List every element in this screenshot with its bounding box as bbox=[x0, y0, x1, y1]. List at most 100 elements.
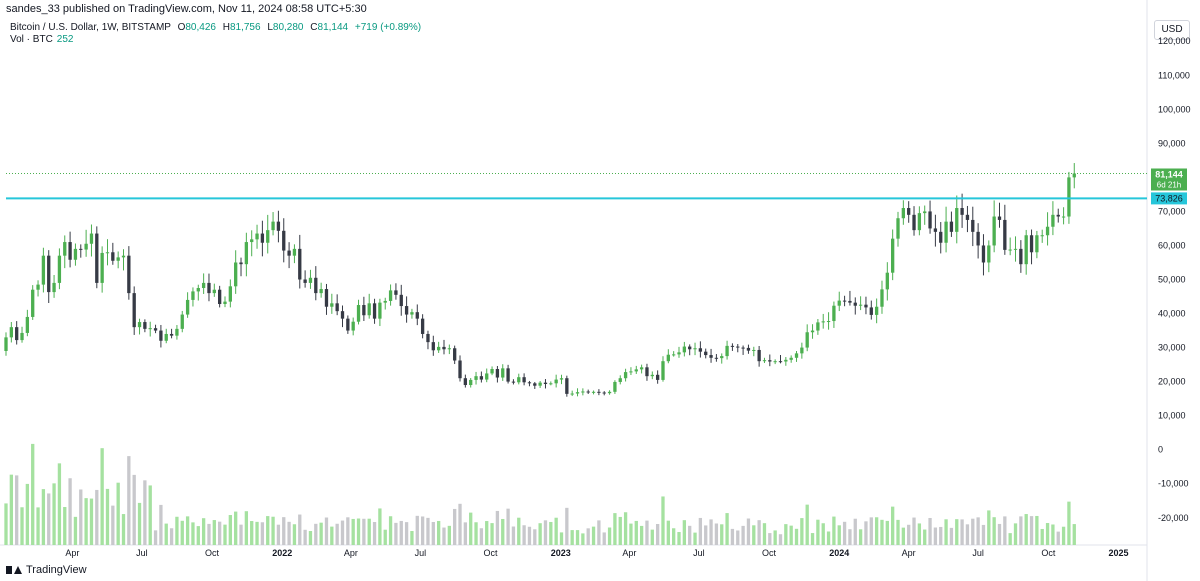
candle-body bbox=[1024, 235, 1028, 265]
volume-bar bbox=[244, 511, 249, 545]
volume-bar bbox=[383, 529, 387, 545]
volume-bar bbox=[159, 504, 163, 545]
volume-bar bbox=[228, 515, 232, 545]
candle-body bbox=[57, 255, 62, 283]
candle-body bbox=[25, 316, 30, 333]
candle-body bbox=[629, 371, 633, 373]
candle-body bbox=[784, 359, 788, 362]
volume-bar bbox=[559, 532, 564, 545]
low-value: 80,280 bbox=[272, 22, 304, 33]
volume-bar bbox=[639, 525, 644, 545]
volume-bar bbox=[672, 528, 676, 545]
volume-bar bbox=[714, 523, 719, 545]
candle-body bbox=[4, 337, 8, 351]
y-tick-label: 100,000 bbox=[1158, 104, 1191, 114]
volume-bar bbox=[693, 532, 697, 545]
volume-bar bbox=[757, 520, 761, 545]
candle-body bbox=[383, 300, 387, 303]
volume-bar bbox=[554, 517, 558, 545]
high-value: 81,756 bbox=[229, 22, 261, 33]
candle-body bbox=[100, 252, 104, 283]
candle-body bbox=[645, 367, 649, 377]
volume-bar bbox=[36, 507, 40, 545]
x-tick-label: 2024 bbox=[829, 548, 849, 558]
volume-bar bbox=[607, 527, 612, 545]
candle-body bbox=[127, 255, 131, 294]
candle-body bbox=[1040, 235, 1044, 237]
volume-bar bbox=[73, 516, 78, 545]
volume-bar bbox=[15, 475, 19, 545]
candle-body bbox=[63, 242, 67, 256]
currency-button[interactable]: USD bbox=[1154, 20, 1190, 40]
volume-bar bbox=[431, 522, 435, 545]
last-price-tag bbox=[1151, 168, 1187, 191]
volume-bar bbox=[47, 493, 51, 545]
volume-bar bbox=[821, 523, 825, 545]
volume-bar bbox=[805, 504, 809, 545]
volume-bar bbox=[420, 516, 425, 545]
volume-bar bbox=[826, 531, 831, 545]
candle-body bbox=[874, 306, 879, 315]
candle-body bbox=[132, 293, 136, 328]
y-tick-label: 40,000 bbox=[1158, 309, 1186, 319]
volume-value: 252 bbox=[56, 34, 74, 45]
volume-bar bbox=[885, 520, 889, 545]
volume-bar bbox=[314, 523, 318, 545]
candle-body bbox=[378, 302, 382, 319]
candle-body bbox=[661, 361, 665, 380]
volume-bar bbox=[79, 489, 83, 545]
tradingview-logo-icon bbox=[6, 565, 22, 575]
candle-body bbox=[474, 376, 478, 380]
volume-bar bbox=[725, 513, 729, 545]
volume-bar bbox=[223, 524, 227, 545]
candle-body bbox=[944, 221, 948, 243]
volume-bar bbox=[169, 528, 174, 545]
candle-body bbox=[533, 383, 537, 386]
candle-body bbox=[575, 392, 580, 394]
volume-bar bbox=[52, 483, 56, 545]
candle-body bbox=[153, 328, 158, 331]
volume-bar bbox=[997, 523, 1002, 545]
volume-bar bbox=[752, 525, 756, 545]
volume-bar bbox=[127, 456, 131, 545]
volume-bar bbox=[303, 529, 307, 545]
volume-bar bbox=[116, 482, 120, 545]
candle-body bbox=[351, 321, 355, 331]
candle-body bbox=[137, 322, 142, 328]
candle-body bbox=[602, 392, 606, 394]
volume-bar bbox=[260, 522, 265, 545]
volume-bar bbox=[287, 521, 291, 545]
volume-bar bbox=[944, 519, 948, 545]
volume-bar bbox=[650, 529, 654, 545]
candle-body bbox=[330, 303, 334, 307]
volume-bar bbox=[853, 518, 857, 545]
high-label: H bbox=[222, 22, 230, 33]
candle-body bbox=[848, 300, 852, 303]
volume-bar bbox=[282, 517, 286, 545]
x-tick-label: 2025 bbox=[1109, 548, 1129, 558]
candle-body bbox=[453, 348, 457, 361]
volume-bar bbox=[789, 525, 793, 545]
y-tick-label: -10,000 bbox=[1158, 479, 1189, 489]
candle-body bbox=[415, 312, 419, 319]
candle-body bbox=[672, 354, 676, 356]
x-tick-label: Oct bbox=[205, 548, 220, 558]
candle-body bbox=[821, 321, 825, 323]
candle-body bbox=[688, 346, 692, 350]
volume-bar bbox=[164, 523, 168, 545]
candle-body bbox=[1045, 226, 1050, 236]
candle-body bbox=[180, 314, 184, 329]
candle-body bbox=[858, 304, 863, 306]
volume-bar bbox=[677, 532, 681, 545]
symbol-title[interactable]: Bitcoin / U.S. Dollar, 1W, BITSTAMP bbox=[10, 22, 171, 33]
candle-body bbox=[447, 348, 451, 350]
volume-bar bbox=[458, 503, 462, 545]
volume-label[interactable]: Vol · BTC bbox=[10, 34, 53, 45]
candle-body bbox=[250, 239, 254, 243]
candle-body bbox=[201, 282, 206, 289]
volume-bar bbox=[372, 521, 377, 545]
candle-body bbox=[404, 306, 409, 315]
open-label: O bbox=[177, 22, 186, 33]
level-price-tag bbox=[1151, 192, 1187, 205]
